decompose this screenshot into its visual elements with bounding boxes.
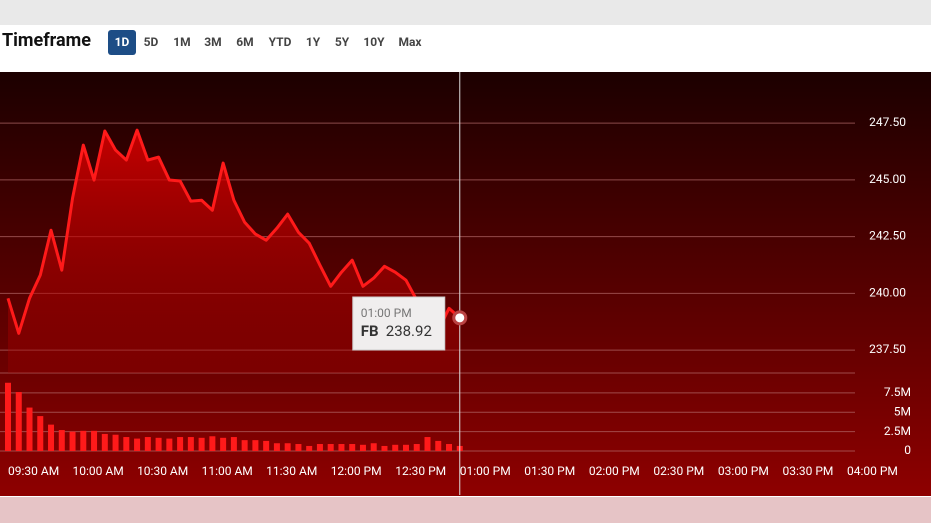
x-tick-label: 02:00 PM xyxy=(589,464,640,478)
volume-bar xyxy=(284,443,291,451)
timeframe-button[interactable] xyxy=(108,30,136,55)
timeframe-button-label[interactable]: 10Y xyxy=(363,35,385,49)
x-tick-label: 11:30 AM xyxy=(266,464,317,478)
timeframe-button-label[interactable]: YTD xyxy=(269,35,292,49)
volume-tick-label: 0 xyxy=(904,443,911,457)
y-tick-label: 237.50 xyxy=(869,342,906,356)
volume-bar xyxy=(112,434,119,451)
volume-bar xyxy=(413,444,420,451)
volume-bar xyxy=(252,440,259,451)
tooltip-value: 238.92 xyxy=(386,322,432,340)
price-line xyxy=(6,128,461,335)
tooltip-box xyxy=(352,296,446,351)
volume-bar xyxy=(166,438,173,451)
timeframe-button-label[interactable]: 5D xyxy=(144,35,159,49)
volume-bar xyxy=(327,444,334,451)
volume-bar xyxy=(198,437,205,451)
x-tick-label: 12:00 PM xyxy=(331,464,382,478)
x-tick-label: 02:30 PM xyxy=(653,464,704,478)
volume-bar xyxy=(349,444,356,451)
volume-bar xyxy=(295,444,302,451)
volume-bar xyxy=(316,444,323,451)
button-group: 1D 5D 1M 3M 6M YTD 1Y 5Y 10Y Max xyxy=(108,30,422,55)
volume-bar xyxy=(370,443,377,451)
volume-bar xyxy=(69,431,76,451)
timeframe-button-label[interactable]: 6M xyxy=(236,35,253,49)
volume-bar xyxy=(58,430,65,451)
x-tick-label: 10:30 AM xyxy=(137,464,188,478)
volume-bar xyxy=(273,443,280,451)
y-tick-label: 242.50 xyxy=(869,229,906,243)
volume-bar xyxy=(187,437,194,451)
timeframe-title: Timeframe xyxy=(2,30,91,51)
timeframe-button-label[interactable]: 1Y xyxy=(306,35,321,49)
volume-bar xyxy=(91,430,98,451)
timeframe-button-label[interactable]: 1M xyxy=(173,35,190,49)
volume-bar xyxy=(392,444,399,451)
volume-tick-label: 7.5M xyxy=(884,385,911,399)
tooltip-symbol: FB xyxy=(361,322,379,340)
y-tick-label: 245.00 xyxy=(869,172,906,186)
timeframe-button-label[interactable]: 3M xyxy=(204,35,221,49)
x-tick-label: 03:30 PM xyxy=(782,464,833,478)
volume-tick-label: 5M xyxy=(894,404,911,418)
tooltip-time: 01:00 PM xyxy=(361,306,412,320)
volume-bar xyxy=(123,437,130,451)
volume-bar xyxy=(424,437,431,451)
price-area xyxy=(8,130,460,373)
volume-bar xyxy=(48,424,55,451)
volume-bar xyxy=(101,433,108,451)
volume-bar xyxy=(306,445,313,451)
volume-bar xyxy=(359,444,366,451)
volume-bar xyxy=(177,437,184,451)
x-tick-label: 12:30 PM xyxy=(395,464,446,478)
volume-bar xyxy=(209,436,216,451)
volume-bar xyxy=(155,437,162,451)
volume-bar xyxy=(26,407,33,451)
volume-bar xyxy=(435,440,442,451)
x-tick-label: 03:00 PM xyxy=(718,464,769,478)
bottom-bar xyxy=(0,497,931,523)
volume-bar xyxy=(338,444,345,451)
y-tick-label: 247.50 xyxy=(869,115,906,129)
x-tick-label: 01:00 PM xyxy=(460,464,511,478)
volume-bar xyxy=(230,437,237,451)
timeframe-button-label[interactable]: 5Y xyxy=(335,35,350,49)
volume-bar xyxy=(263,440,270,451)
volume-bar xyxy=(5,382,11,451)
plot: 237.50 240.00 242.50 245.00 247.50 0 2.5M 5M 7.5… xyxy=(0,72,911,495)
volume-bar xyxy=(144,437,151,451)
x-tick-label: 09:30 AM xyxy=(8,464,59,478)
y-tick-label: 240.00 xyxy=(869,285,906,299)
hover-marker xyxy=(452,310,468,326)
volume-bar xyxy=(15,392,22,451)
volume-bar xyxy=(134,438,141,451)
volume-bar xyxy=(80,430,87,451)
x-tick-label: 10:00 AM xyxy=(73,464,124,478)
volume-tick-label: 2.5M xyxy=(884,424,911,438)
volume-bar xyxy=(241,440,248,451)
x-tick-label: 11:00 AM xyxy=(202,464,253,478)
timeframe-button-label[interactable]: Max xyxy=(398,35,422,49)
volume-bar xyxy=(220,437,227,451)
volume-bar xyxy=(402,444,409,451)
x-tick-label: 01:30 PM xyxy=(524,464,575,478)
volume-bar xyxy=(446,444,453,451)
x-tick-label: 04:00 PM xyxy=(847,464,898,478)
volume-bar xyxy=(381,445,388,451)
top-bar xyxy=(0,0,931,25)
timeframe-button-label[interactable]: 1D xyxy=(115,35,130,49)
volume-bar xyxy=(37,416,44,451)
